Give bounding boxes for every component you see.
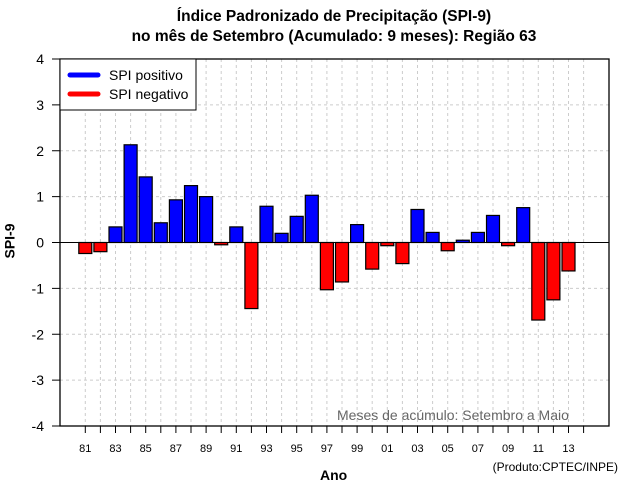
bar-1994: [274, 232, 289, 244]
x-tick-label: 87: [170, 443, 182, 455]
legend-box: [59, 58, 197, 111]
x-tick-label: 09: [502, 443, 514, 455]
legend: SPI positivo SPI negativo: [59, 58, 197, 111]
x-axis-label: Ano: [320, 467, 348, 483]
bar-1999: [350, 224, 365, 244]
y-tick-label: -1: [32, 280, 45, 296]
accumulation-annotation: Meses de acúmulo: Setembro a Maio: [337, 407, 569, 423]
bar-2013: [561, 241, 576, 272]
bar-1989: [199, 196, 214, 244]
bar-1996: [304, 194, 319, 244]
bar-2004: [425, 231, 440, 244]
bar-1986: [153, 222, 168, 244]
bar-1992: [244, 241, 259, 310]
x-tick-label: 95: [291, 443, 303, 455]
x-tick-label: 93: [260, 443, 272, 455]
bar-2010: [516, 207, 531, 244]
bar-1984: [123, 144, 138, 244]
x-tick-label: 03: [411, 443, 423, 455]
x-tick-label: 97: [321, 443, 333, 455]
bar-2012: [546, 241, 561, 301]
bar-1993: [259, 205, 274, 244]
bar-1985: [138, 176, 153, 244]
bar-1997: [319, 241, 334, 291]
legend-label: SPI negativo: [109, 86, 189, 102]
bar-1991: [229, 226, 244, 244]
y-tick-label: -3: [32, 372, 45, 388]
bar-1988: [183, 185, 199, 244]
x-tick-label: 05: [442, 443, 454, 455]
bar-2005: [440, 241, 455, 252]
x-tick-label: 07: [472, 443, 484, 455]
x-tick-label: 99: [351, 443, 363, 455]
product-credit: (Produto:CPTEC/INPE): [492, 460, 618, 474]
bar-1981: [78, 241, 93, 255]
x-tick-label: 13: [562, 443, 574, 455]
bars: [78, 144, 576, 321]
gridlines: [60, 59, 609, 426]
bar-1982: [93, 241, 108, 253]
bar-1987: [168, 199, 183, 244]
y-tick-label: 4: [36, 51, 44, 67]
y-tick-label: -4: [32, 418, 45, 434]
bar-1995: [289, 215, 304, 244]
x-tick-label: 01: [381, 443, 393, 455]
bar-2007: [470, 231, 485, 244]
x-tick-label: 85: [140, 443, 152, 455]
bar-2000: [365, 241, 380, 270]
chart-title: Índice Padronizado de Precipitação (SPI-…: [176, 8, 492, 25]
chart-subtitle: no mês de Setembro (Acumulado: 9 meses):…: [131, 28, 537, 45]
x-tick-label: 83: [109, 443, 121, 455]
x-tick-label: 81: [79, 443, 91, 455]
y-tick-label: 2: [36, 143, 44, 159]
x-tick-label: 89: [200, 443, 212, 455]
bar-2008: [485, 214, 501, 244]
bar-2003: [410, 208, 425, 244]
y-tick-label: 1: [36, 189, 44, 205]
bar-1998: [334, 241, 350, 283]
bar-2002: [395, 241, 410, 265]
x-tick-label: 11: [533, 443, 544, 455]
legend-label: SPI positivo: [109, 67, 183, 83]
y-tick-label: 0: [36, 235, 44, 251]
bar-2011: [531, 241, 546, 321]
y-tick-label: -2: [32, 326, 45, 342]
y-axis-label: SPI-9: [1, 223, 18, 259]
x-tick-label: 91: [230, 443, 242, 455]
bar-1983: [108, 226, 123, 244]
y-tick-label: 3: [36, 97, 44, 113]
